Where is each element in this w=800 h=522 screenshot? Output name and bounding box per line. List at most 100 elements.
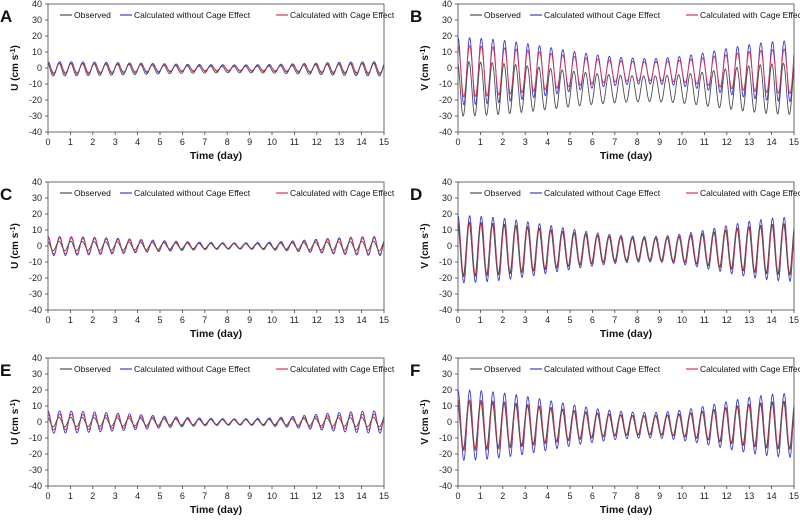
y-tick-label: -20 xyxy=(29,95,42,105)
x-tick-label: 6 xyxy=(180,491,185,501)
y-tick-label: -30 xyxy=(439,289,452,299)
series-line-observed xyxy=(457,400,795,450)
y-tick-label: -40 xyxy=(439,127,452,137)
y-tick-label: -10 xyxy=(439,79,452,89)
legend-label: Calculated with Cage Effect xyxy=(700,188,800,198)
x-tick-label: 10 xyxy=(267,315,277,325)
legend-label: Observed xyxy=(74,10,111,20)
x-tick-label: 15 xyxy=(379,491,389,501)
panel-label: F xyxy=(410,361,420,380)
series-line-calculated-with-cage-effect xyxy=(457,399,795,452)
y-tick-label: 0 xyxy=(37,417,42,427)
y-tick-label: -10 xyxy=(29,257,42,267)
series-line-calculated-without-cage-effect xyxy=(47,410,385,434)
x-tick-label: 2 xyxy=(500,137,505,147)
y-tick-label: -40 xyxy=(29,127,42,137)
x-tick-label: 7 xyxy=(202,315,207,325)
x-tick-label: 0 xyxy=(455,315,460,325)
panel-label: E xyxy=(0,361,11,380)
x-tick-label: 5 xyxy=(157,491,162,501)
y-tick-label: 40 xyxy=(442,353,452,363)
y-tick-label: 30 xyxy=(442,369,452,379)
x-tick-label: 5 xyxy=(157,315,162,325)
x-tick-label: 10 xyxy=(267,491,277,501)
x-tick-label: 13 xyxy=(334,137,344,147)
x-tick-label: 13 xyxy=(744,315,754,325)
y-tick-label: 10 xyxy=(442,225,452,235)
x-axis-label: Time (day) xyxy=(190,328,242,340)
y-tick-label: 0 xyxy=(447,63,452,73)
x-tick-label: 15 xyxy=(789,315,799,325)
x-tick-label: 15 xyxy=(379,137,389,147)
y-axis-label: V (cm s-1) xyxy=(420,223,432,268)
panel-label: B xyxy=(410,7,422,26)
x-tick-label: 2 xyxy=(500,491,505,501)
y-tick-label: 10 xyxy=(442,401,452,411)
y-tick-label: -20 xyxy=(439,95,452,105)
x-tick-label: 8 xyxy=(225,315,230,325)
y-axis-label: V (cm s-1) xyxy=(420,399,432,444)
legend-label: Calculated without Cage Effect xyxy=(544,188,661,198)
x-tick-label: 1 xyxy=(478,315,483,325)
x-tick-label: 7 xyxy=(612,137,617,147)
y-tick-label: 20 xyxy=(32,385,42,395)
x-tick-label: 8 xyxy=(635,491,640,501)
y-tick-label: 0 xyxy=(37,241,42,251)
x-tick-label: 4 xyxy=(135,491,140,501)
x-axis-label: Time (day) xyxy=(600,328,652,340)
y-tick-label: -20 xyxy=(29,273,42,283)
x-tick-label: 0 xyxy=(455,137,460,147)
y-tick-label: 30 xyxy=(32,15,42,25)
x-tick-label: 12 xyxy=(722,137,732,147)
x-tick-label: 11 xyxy=(700,315,709,325)
legend-label: Observed xyxy=(74,188,111,198)
y-tick-label: -40 xyxy=(29,481,42,491)
series-line-observed xyxy=(457,61,795,117)
x-tick-label: 8 xyxy=(635,137,640,147)
x-tick-label: 13 xyxy=(334,491,344,501)
plot-frame xyxy=(47,3,385,133)
x-tick-label: 14 xyxy=(357,315,367,325)
series-line-observed xyxy=(457,221,795,278)
x-tick-label: 9 xyxy=(657,491,662,501)
legend-label: Observed xyxy=(484,188,521,198)
y-tick-label: -20 xyxy=(29,449,42,459)
panel-label: A xyxy=(0,7,12,26)
x-tick-label: 14 xyxy=(767,137,777,147)
y-tick-label: -10 xyxy=(439,433,452,443)
x-tick-label: 13 xyxy=(744,137,754,147)
x-tick-label: 2 xyxy=(90,315,95,325)
x-tick-label: 4 xyxy=(135,137,140,147)
series-line-calculated-with-cage-effect xyxy=(457,45,795,98)
x-tick-label: 9 xyxy=(247,315,252,325)
x-tick-label: 7 xyxy=(612,315,617,325)
x-tick-label: 3 xyxy=(113,491,118,501)
x-tick-label: 12 xyxy=(722,315,732,325)
x-tick-label: 12 xyxy=(722,491,732,501)
x-tick-label: 2 xyxy=(500,315,505,325)
x-axis-label: Time (day) xyxy=(190,150,242,162)
x-tick-label: 4 xyxy=(545,315,550,325)
x-tick-label: 4 xyxy=(545,137,550,147)
x-tick-label: 2 xyxy=(90,491,95,501)
y-tick-label: 20 xyxy=(442,31,452,41)
x-tick-label: 11 xyxy=(700,491,709,501)
legend-label: Calculated with Cage Effect xyxy=(290,10,395,20)
legend-label: Calculated with Cage Effect xyxy=(700,364,800,374)
x-tick-label: 10 xyxy=(677,315,687,325)
legend-label: Calculated without Cage Effect xyxy=(134,188,251,198)
y-tick-label: -30 xyxy=(439,465,452,475)
y-tick-label: -40 xyxy=(439,481,452,491)
x-tick-label: 9 xyxy=(247,137,252,147)
x-tick-label: 8 xyxy=(225,137,230,147)
y-tick-label: 20 xyxy=(32,31,42,41)
x-tick-label: 14 xyxy=(767,315,777,325)
x-tick-label: 12 xyxy=(312,491,322,501)
y-tick-label: -10 xyxy=(29,433,42,443)
legend-label: Calculated without Cage Effect xyxy=(134,364,251,374)
